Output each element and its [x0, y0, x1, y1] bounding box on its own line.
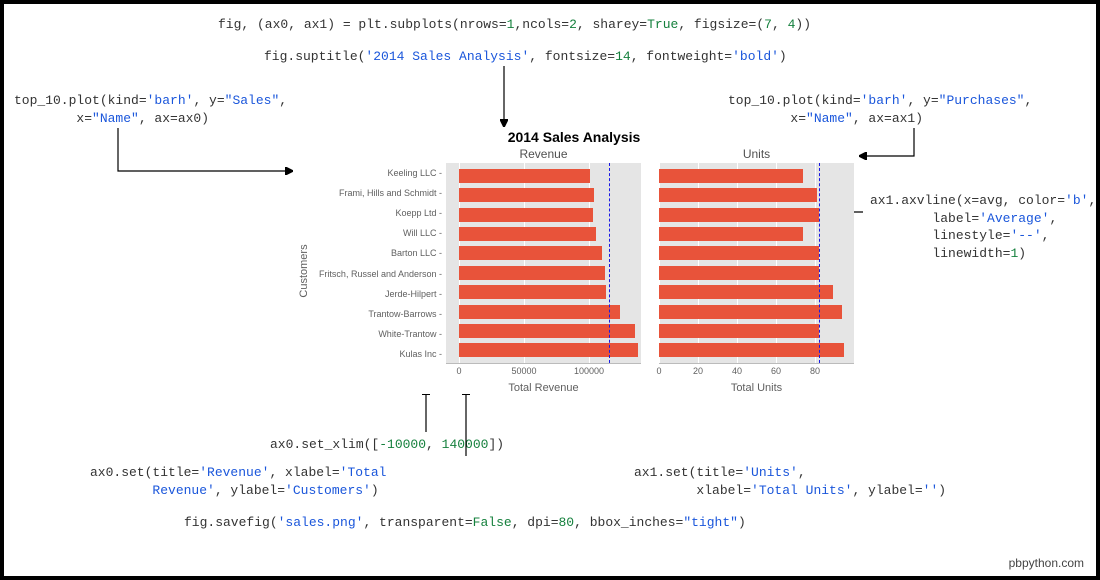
xtick: 80: [810, 366, 820, 376]
bar: [659, 227, 803, 241]
xtick: 50000: [511, 366, 536, 376]
ylabel-area: Customers: [294, 147, 314, 394]
bar-row: [446, 244, 641, 263]
panel0-xlabel: Total Revenue: [446, 382, 641, 394]
y-tick-labels: Keeling LLC -Frami, Hills and Schmidt -K…: [314, 147, 446, 394]
ytick-label: Kulas Inc -: [314, 344, 446, 364]
bar: [459, 188, 594, 202]
code-plot0: top_10.plot(kind='barh', y="Sales", x="N…: [14, 92, 287, 127]
bar: [659, 285, 833, 299]
bar-row: [659, 244, 854, 263]
ytick-label: Trantow-Barrows -: [314, 304, 446, 324]
bar: [459, 246, 602, 260]
xtick: 40: [732, 366, 742, 376]
code-subplots: fig, (ax0, ax1) = plt.subplots(nrows=1,n…: [218, 16, 811, 34]
diagram-frame: fig, (ax0, ax1) = plt.subplots(nrows=1,n…: [0, 0, 1100, 580]
avgline-units: [819, 163, 820, 363]
ytick-label: Koepp Ltd -: [314, 203, 446, 223]
bar-row: [446, 263, 641, 282]
bar: [659, 169, 803, 183]
bar-row: [659, 166, 854, 185]
arrow-plot0: [108, 126, 298, 196]
ytick-label: Jerde-Hilpert -: [314, 284, 446, 304]
bar-row: [446, 185, 641, 204]
attribution: pbpython.com: [1009, 556, 1084, 570]
chart-suptitle: 2014 Sales Analysis: [294, 129, 854, 145]
bar: [459, 343, 638, 357]
bar: [459, 305, 620, 319]
bar: [659, 246, 819, 260]
bar: [659, 208, 819, 222]
xtick: 0: [456, 366, 461, 376]
code-savefig: fig.savefig('sales.png', transparent=Fal…: [184, 514, 746, 532]
bar-row: [659, 205, 854, 224]
panel1-xlabel: Total Units: [659, 382, 854, 394]
bar-row: [659, 321, 854, 340]
panel-units: Units Total Units 0 20 40 60 80: [659, 147, 854, 394]
arrow-suptitle: [474, 64, 534, 132]
ytick-label: Frami, Hills and Schmidt -: [314, 183, 446, 203]
bar-row: [659, 302, 854, 321]
bar-row: [446, 341, 641, 360]
bar: [459, 285, 606, 299]
xtick: 0: [656, 366, 661, 376]
xtick: 100000: [574, 366, 604, 376]
bar: [659, 324, 819, 338]
panel-revenue: Revenue Total Revenue 0 50000 100000: [446, 147, 641, 394]
arrow-plot1: [854, 126, 984, 174]
bar-row: [659, 341, 854, 360]
bar: [659, 305, 842, 319]
panel1-title: Units: [659, 147, 854, 163]
bar-row: [659, 263, 854, 282]
bar-row: [446, 205, 641, 224]
bar-row: [659, 224, 854, 243]
ytick-label: Fritsch, Russel and Anderson -: [314, 263, 446, 283]
bar-row: [446, 321, 641, 340]
code-plot1: top_10.plot(kind='barh', y="Purchases", …: [728, 92, 1032, 127]
xtick: 60: [771, 366, 781, 376]
ytick-label: Keeling LLC -: [314, 163, 446, 183]
plot-units: [659, 163, 854, 364]
ytick-label: Will LLC -: [314, 223, 446, 243]
chart: 2014 Sales Analysis Customers Keeling LL…: [294, 129, 854, 394]
bar-row: [446, 302, 641, 321]
xaxis-units: Total Units 0 20 40 60 80: [659, 364, 854, 394]
bar: [659, 343, 844, 357]
bar: [459, 266, 605, 280]
bar: [459, 227, 596, 241]
bar: [459, 169, 590, 183]
bar-row: [446, 224, 641, 243]
bar-row: [659, 185, 854, 204]
bar: [459, 208, 593, 222]
plot-revenue: [446, 163, 641, 364]
arrow-ax0set: [446, 382, 486, 462]
xtick: 20: [693, 366, 703, 376]
code-ax1set: ax1.set(title='Units', xlabel='Total Uni…: [634, 464, 946, 499]
ytick-label: White-Trantow -: [314, 324, 446, 344]
code-ax0set: ax0.set(title='Revenue', xlabel='Total R…: [90, 464, 386, 499]
code-suptitle: fig.suptitle('2014 Sales Analysis', font…: [264, 48, 787, 66]
bar-row: [446, 166, 641, 185]
code-axvline: ax1.axvline(x=avg, color='b', label='Ave…: [870, 192, 1096, 262]
bar-row: [659, 282, 854, 301]
ytick-label: Barton LLC -: [314, 243, 446, 263]
avgline-revenue: [609, 163, 610, 363]
xaxis-revenue: Total Revenue 0 50000 100000: [446, 364, 641, 394]
bar-row: [446, 282, 641, 301]
bar: [659, 266, 819, 280]
ylabel: Customers: [298, 244, 310, 297]
bar: [659, 188, 817, 202]
panel0-title: Revenue: [446, 147, 641, 163]
